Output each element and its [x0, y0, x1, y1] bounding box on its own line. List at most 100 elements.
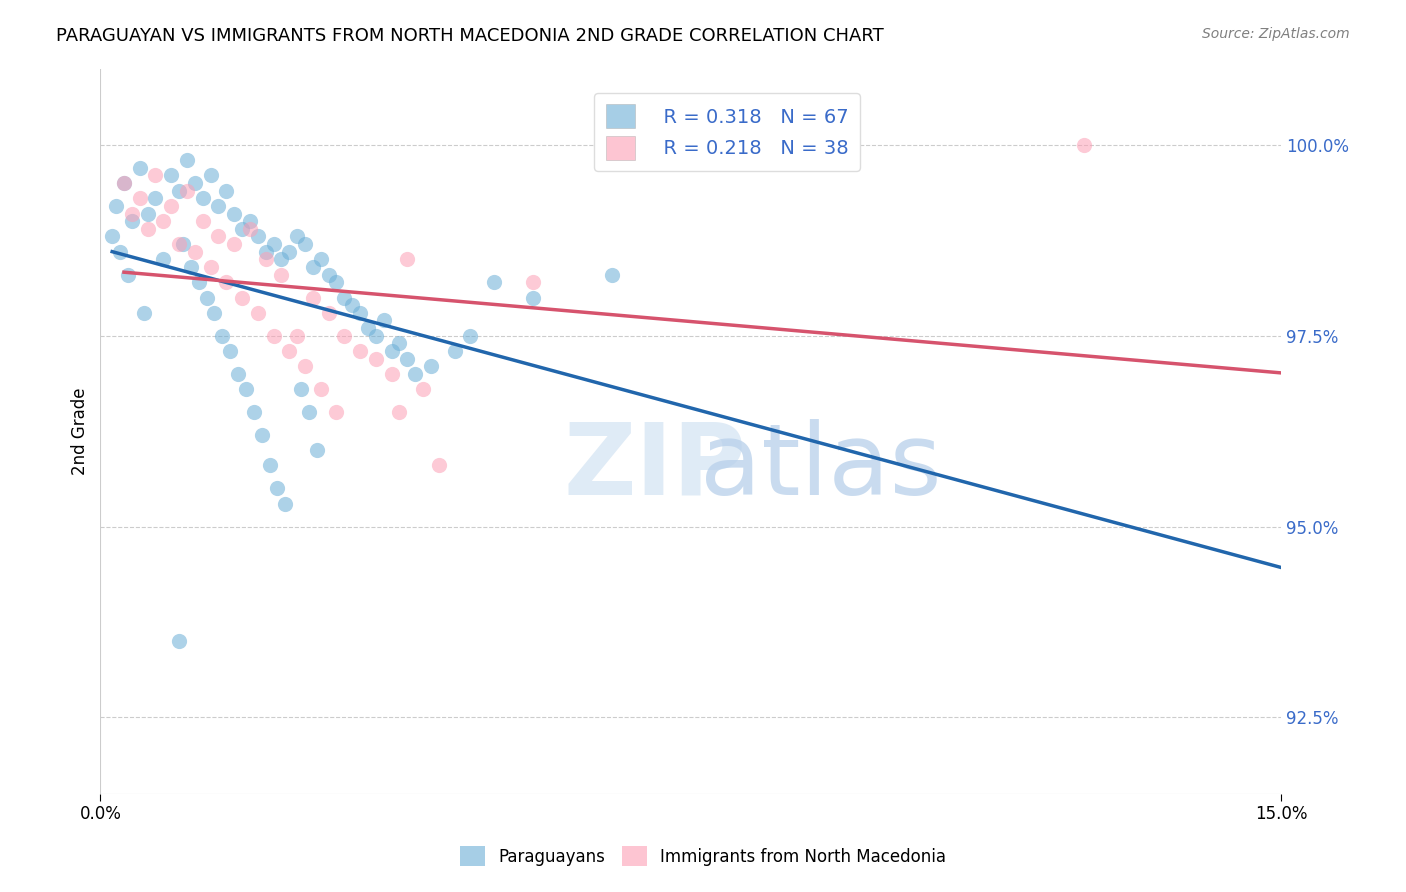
Point [132, 306, 155, 320]
Point [231, 291, 253, 305]
Point [263, 237, 285, 252]
Point [219, 343, 242, 358]
Point [184, 244, 207, 259]
Point [325, 275, 347, 289]
Point [160, 199, 183, 213]
Text: Source: ZipAtlas.com: Source: ZipAtlas.com [1202, 27, 1350, 41]
Point [224, 237, 246, 252]
Point [167, 184, 190, 198]
Text: atlas: atlas [700, 419, 942, 516]
Point [364, 351, 387, 366]
Text: PARAGUAYAN VS IMMIGRANTS FROM NORTH MACEDONIA 2ND GRADE CORRELATION CHART: PARAGUAYAN VS IMMIGRANTS FROM NORTH MACE… [56, 27, 884, 45]
Point [224, 206, 246, 220]
Point [285, 229, 308, 244]
Point [184, 176, 207, 190]
Point [364, 328, 387, 343]
Point [318, 268, 340, 282]
Point [231, 222, 253, 236]
Point [458, 328, 481, 343]
Point [263, 328, 285, 343]
Point [128, 161, 150, 175]
Point [443, 343, 465, 358]
Point [235, 382, 257, 396]
Point [302, 291, 325, 305]
Point [294, 359, 316, 374]
Point [333, 328, 356, 343]
Point [482, 275, 505, 289]
Point [357, 321, 380, 335]
Point [333, 291, 356, 305]
Point [259, 458, 281, 473]
Point [318, 306, 340, 320]
Point [136, 206, 159, 220]
Point [101, 229, 124, 244]
Point [419, 359, 441, 374]
Point [128, 191, 150, 205]
Point [380, 367, 402, 381]
Point [522, 275, 544, 289]
Point [349, 306, 371, 320]
Point [167, 237, 190, 252]
Point [207, 199, 229, 213]
Point [239, 222, 262, 236]
Point [278, 343, 301, 358]
Point [246, 229, 269, 244]
Point [274, 497, 297, 511]
Point [195, 291, 218, 305]
Point [396, 351, 419, 366]
Point [117, 268, 139, 282]
Point [278, 244, 301, 259]
Point [191, 214, 214, 228]
Y-axis label: 2nd Grade: 2nd Grade [72, 387, 89, 475]
Legend:   R = 0.318   N = 67,   R = 0.218   N = 38: R = 0.318 N = 67, R = 0.218 N = 38 [595, 93, 860, 171]
Point [243, 405, 266, 419]
Point [112, 176, 135, 190]
Point [254, 244, 277, 259]
Point [250, 428, 273, 442]
Point [176, 184, 198, 198]
Point [191, 191, 214, 205]
Point [396, 252, 419, 267]
Point [349, 343, 371, 358]
Point [388, 336, 411, 351]
Point [167, 634, 190, 648]
Point [600, 268, 623, 282]
Point [380, 343, 402, 358]
Point [180, 260, 202, 274]
Point [145, 169, 167, 183]
Point [309, 252, 332, 267]
Point [226, 367, 249, 381]
Point [373, 313, 395, 327]
Point [204, 306, 226, 320]
Point [1073, 137, 1095, 152]
Point [294, 237, 316, 252]
Point [152, 252, 174, 267]
Point [200, 169, 222, 183]
Point [105, 199, 128, 213]
Point [290, 382, 312, 396]
Point [388, 405, 411, 419]
Point [200, 260, 222, 274]
Point [121, 214, 143, 228]
Point [215, 275, 238, 289]
Point [342, 298, 364, 312]
Point [145, 191, 167, 205]
Point [309, 382, 332, 396]
Point [412, 382, 434, 396]
Point [302, 260, 325, 274]
Point [305, 443, 328, 458]
Point [152, 214, 174, 228]
Point [207, 229, 229, 244]
Point [211, 328, 233, 343]
Point [298, 405, 321, 419]
Point [246, 306, 269, 320]
Point [172, 237, 194, 252]
Point [121, 206, 143, 220]
Point [136, 222, 159, 236]
Point [325, 405, 347, 419]
Point [427, 458, 450, 473]
Point [112, 176, 135, 190]
Point [285, 328, 308, 343]
Point [270, 268, 292, 282]
Point [254, 252, 277, 267]
